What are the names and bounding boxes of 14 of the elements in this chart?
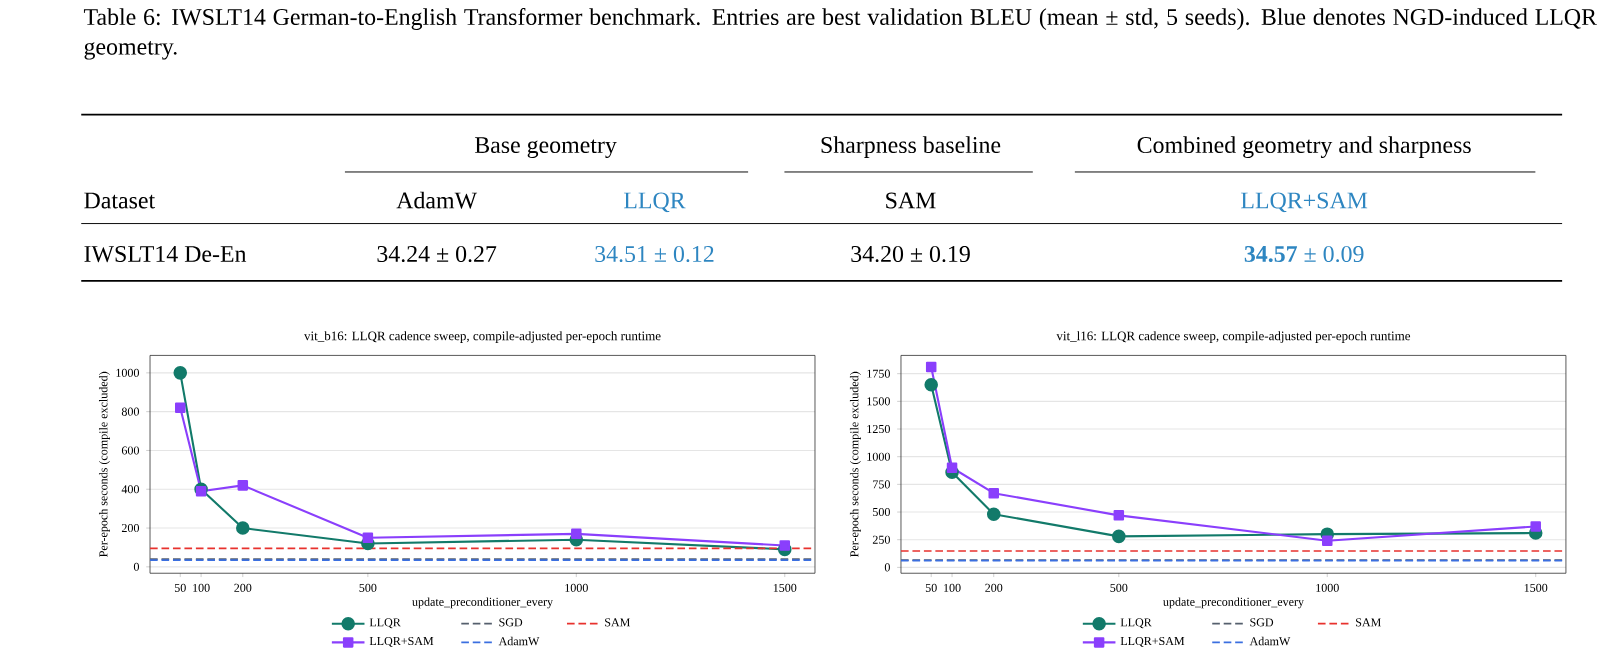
category-label: LLQR (623, 192, 686, 213)
text: Combined geometry and sharpness (1137, 136, 1471, 159)
text: Base geometry (474, 137, 617, 159)
category-label: Dataset (84, 193, 156, 209)
text: IWSLT14 De-En (84, 246, 247, 263)
text: Table 6: IWSLT14 German-to-English Transformer benchmark. Entries are best validation BLEU (mean ± std, 5 seeds). Blue denotes NGD-induced LLQR geometry. (83, 8, 1597, 60)
category-label: LLQR+SAM (1241, 192, 1368, 213)
text: 34.51 ± 0.12 (595, 246, 714, 263)
category-label: AdamW (396, 192, 478, 210)
text: Sharpness baseline (821, 136, 1001, 159)
text: 34.24 ± 0.27 (377, 246, 497, 263)
text: 34.57 ± 0.09 (1244, 246, 1364, 263)
category-label: SAM (886, 192, 936, 209)
text: 34.20 ± 0.19 (851, 246, 970, 263)
